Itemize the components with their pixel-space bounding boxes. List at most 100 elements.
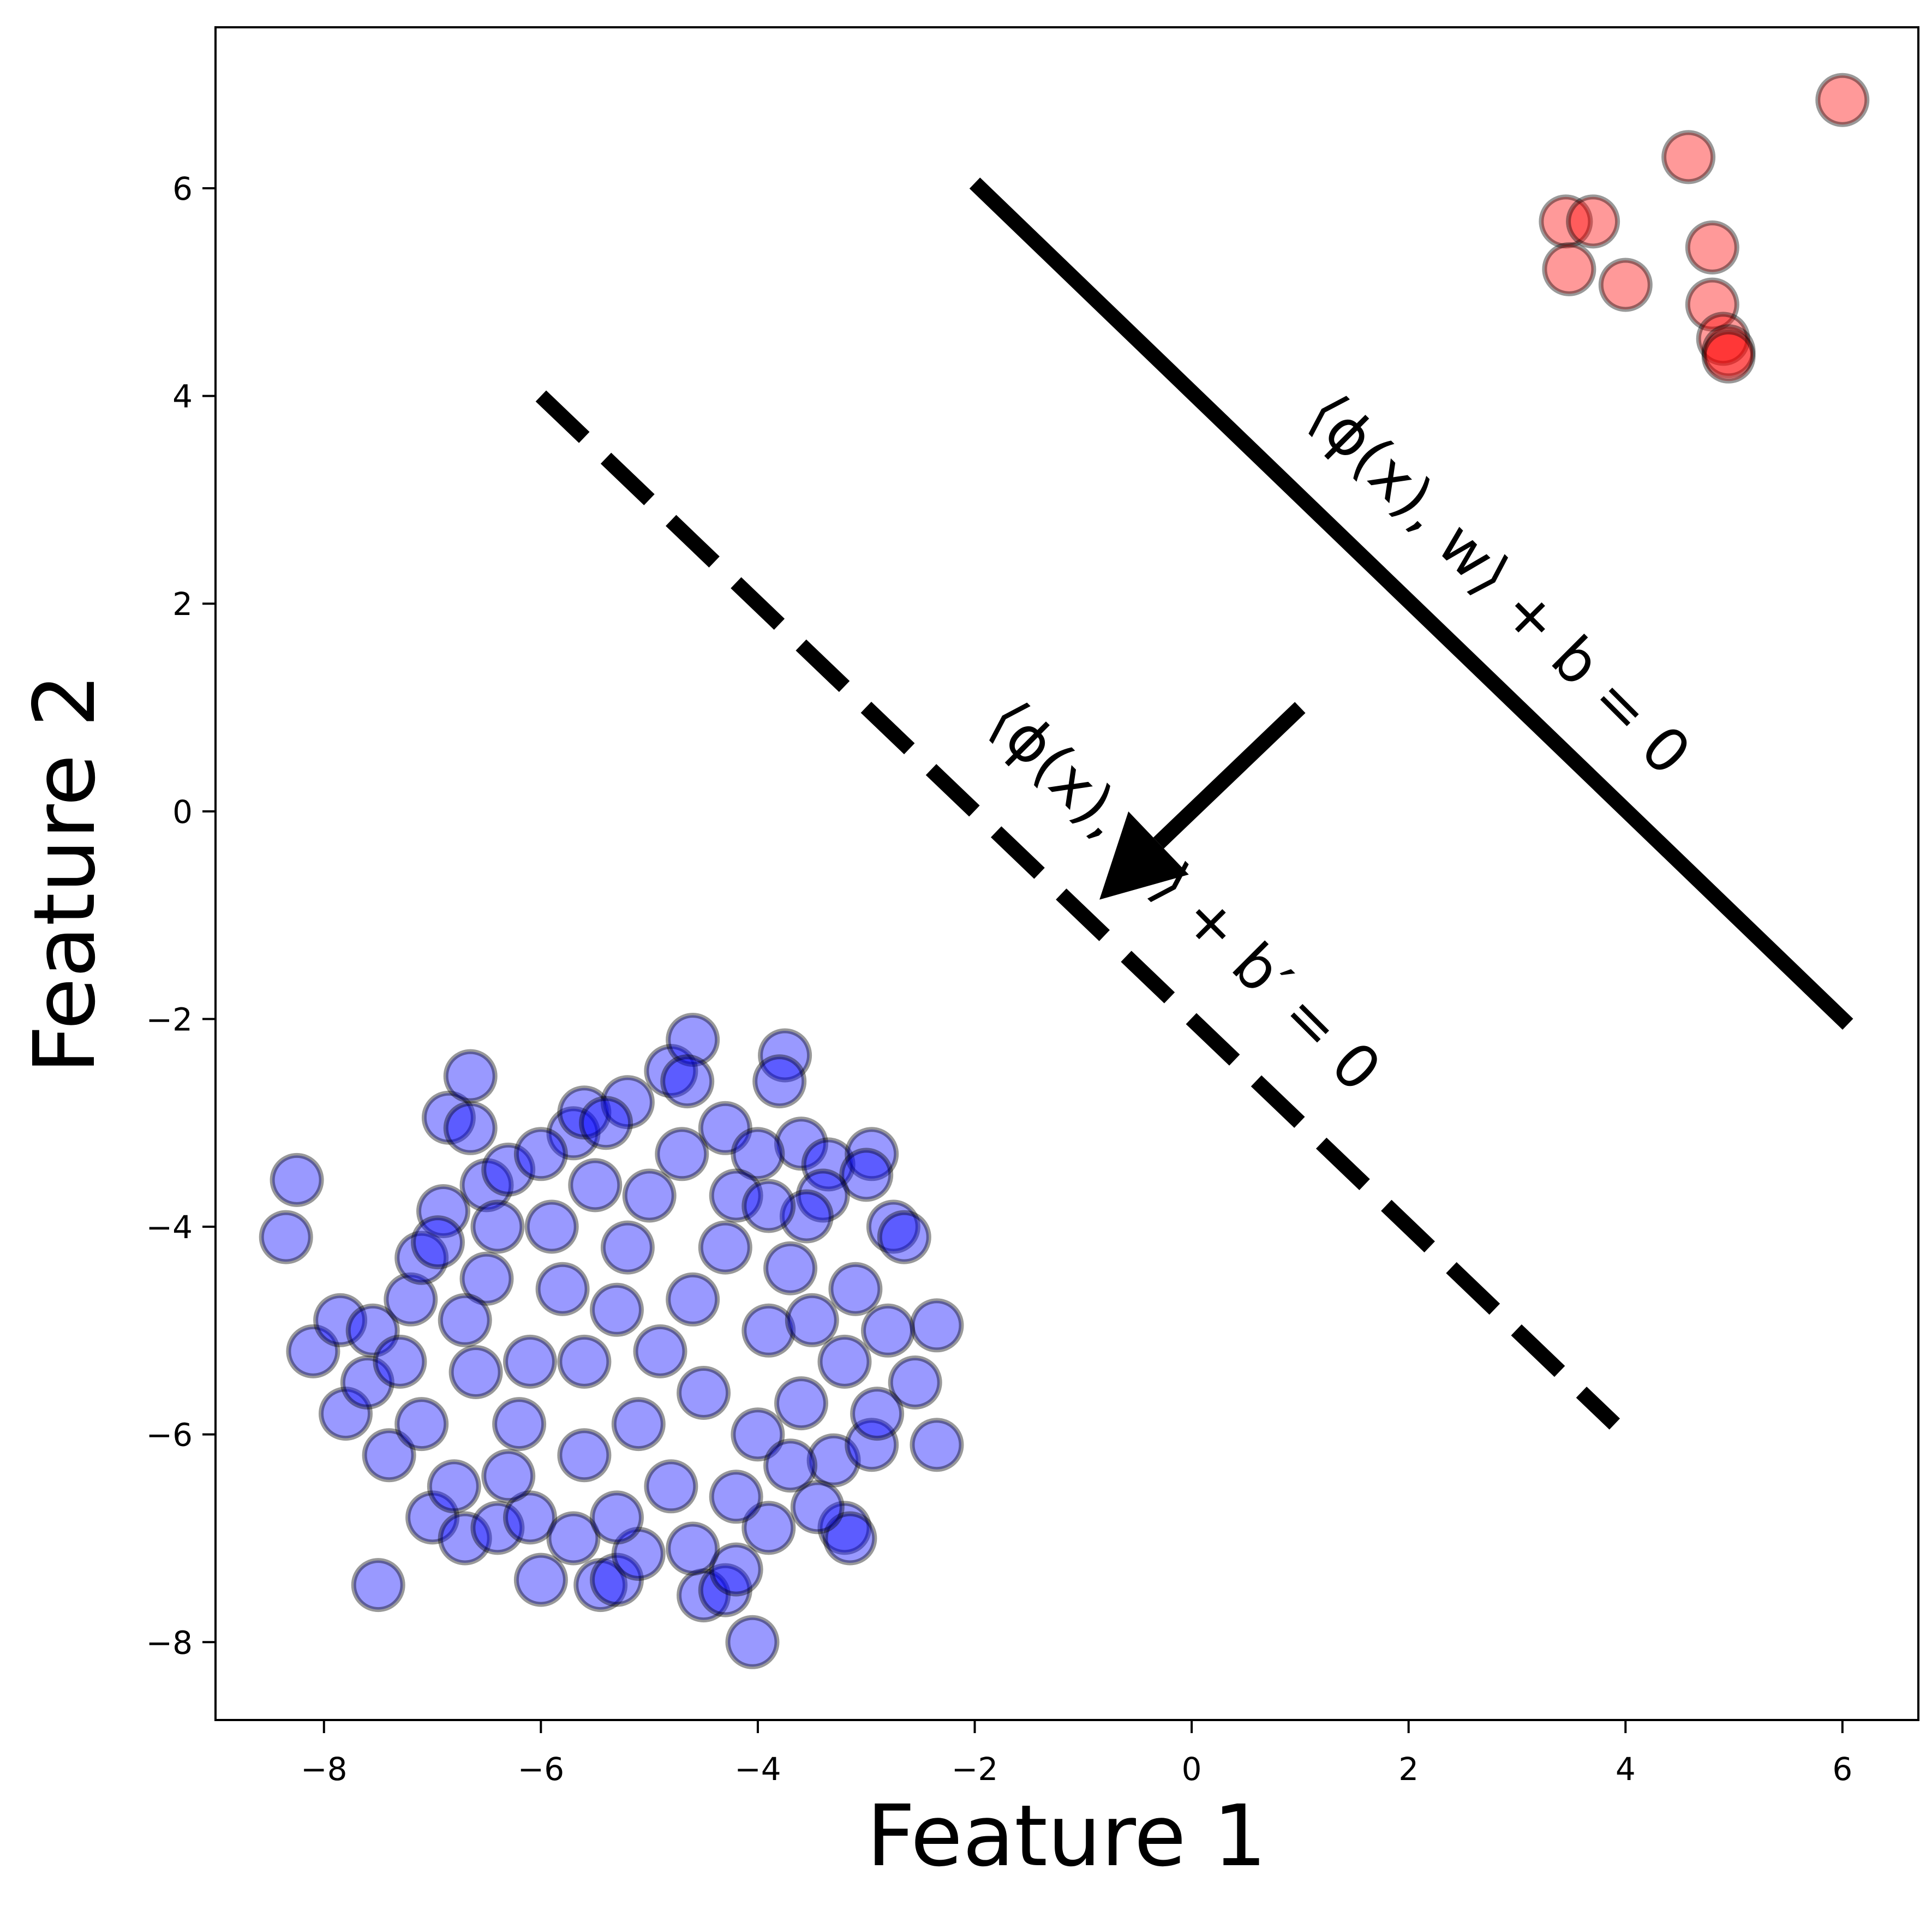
y-tick-label: 0 [172, 793, 193, 831]
data-point [731, 1127, 785, 1181]
data-point [345, 1303, 400, 1358]
data-point [313, 1293, 368, 1347]
data-point [806, 1433, 861, 1488]
data-point [741, 1501, 796, 1555]
plot-frame [214, 26, 1919, 1721]
data-point [421, 1090, 476, 1145]
data-point [573, 1558, 628, 1613]
data-point [861, 1303, 915, 1358]
data-point [590, 1282, 644, 1337]
data-point [666, 1521, 720, 1576]
data-point [877, 1210, 931, 1264]
data-point [741, 1303, 796, 1358]
series-1 [259, 1013, 964, 1669]
data-point [1815, 73, 1870, 127]
data-point [655, 1127, 709, 1181]
x-tick-label: −4 [734, 1751, 781, 1788]
data-point [790, 1480, 845, 1534]
data-point [481, 1142, 536, 1197]
data-point [438, 1511, 492, 1566]
data-point [677, 1568, 731, 1623]
x-axis-label: Feature 1 [866, 1787, 1267, 1885]
x-tick-label: 2 [1398, 1751, 1419, 1788]
data-point [741, 1179, 796, 1233]
data-point [823, 1511, 877, 1566]
data-point [763, 1241, 818, 1295]
data-point [850, 1387, 905, 1441]
data-point [513, 1552, 568, 1607]
data-point [779, 1189, 834, 1244]
data-point [427, 1459, 481, 1514]
x-tick-label: −2 [952, 1751, 998, 1788]
data-point [1566, 194, 1620, 249]
y-tick-label: −8 [146, 1624, 193, 1661]
dashed-boundary-line [535, 390, 1620, 1430]
data-point [866, 1199, 920, 1254]
data-point [503, 1490, 557, 1545]
data-point [633, 1324, 687, 1378]
data-point [394, 1231, 449, 1285]
data-point [622, 1168, 677, 1223]
data-point [801, 1137, 856, 1192]
data-point [411, 1215, 465, 1270]
data-point [709, 1168, 763, 1223]
data-point [888, 1355, 942, 1410]
data-point [785, 1293, 839, 1347]
data-point [579, 1096, 633, 1150]
data-point [405, 1490, 460, 1545]
y-tick-label: 4 [172, 378, 193, 415]
y-tick-label: −6 [146, 1417, 193, 1454]
data-point [845, 1127, 899, 1181]
data-point [1685, 277, 1739, 332]
data-point [340, 1355, 394, 1410]
data-point [709, 1542, 763, 1597]
data-point [666, 1013, 720, 1067]
data-point [725, 1615, 780, 1669]
data-point [481, 1449, 536, 1503]
data-point [362, 1428, 416, 1483]
data-point [666, 1272, 720, 1327]
data-point [698, 1563, 752, 1617]
data-point [492, 1397, 547, 1452]
data-point [394, 1397, 449, 1452]
data-point [828, 1262, 883, 1316]
data-point [1542, 242, 1596, 296]
data-point [546, 1511, 601, 1566]
data-point [910, 1418, 964, 1472]
data-point [698, 1220, 752, 1275]
data-point [677, 1366, 731, 1420]
y-tick-label: 2 [172, 586, 193, 623]
data-point [443, 1101, 498, 1155]
data-point [660, 1054, 715, 1109]
data-point [535, 1262, 590, 1316]
data-point [611, 1527, 666, 1581]
data-point [513, 1127, 568, 1181]
data-point [448, 1345, 503, 1399]
y-tick-label: 6 [172, 170, 193, 207]
data-point [557, 1428, 612, 1483]
data-point [416, 1184, 470, 1238]
data-point [1661, 130, 1716, 184]
data-point [845, 1418, 899, 1472]
data-point [438, 1293, 492, 1347]
data-point [590, 1490, 644, 1545]
data-point [270, 1152, 324, 1207]
x-tick-label: −8 [301, 1751, 348, 1788]
data-point [557, 1334, 612, 1389]
data-point [590, 1552, 644, 1607]
data-point [546, 1106, 601, 1161]
data-point [611, 1397, 666, 1452]
data-point [644, 1044, 698, 1098]
data-point [319, 1387, 373, 1441]
data-point [817, 1334, 872, 1389]
x-tick-label: 4 [1616, 1751, 1636, 1788]
arrow-shaft [1153, 702, 1306, 849]
data-point [459, 1251, 514, 1306]
data-point [459, 1158, 514, 1213]
data-point [470, 1501, 525, 1555]
y-tick-label: −4 [146, 1209, 193, 1246]
data-point [910, 1298, 964, 1353]
data-point [351, 1558, 405, 1613]
data-point [1539, 194, 1593, 249]
